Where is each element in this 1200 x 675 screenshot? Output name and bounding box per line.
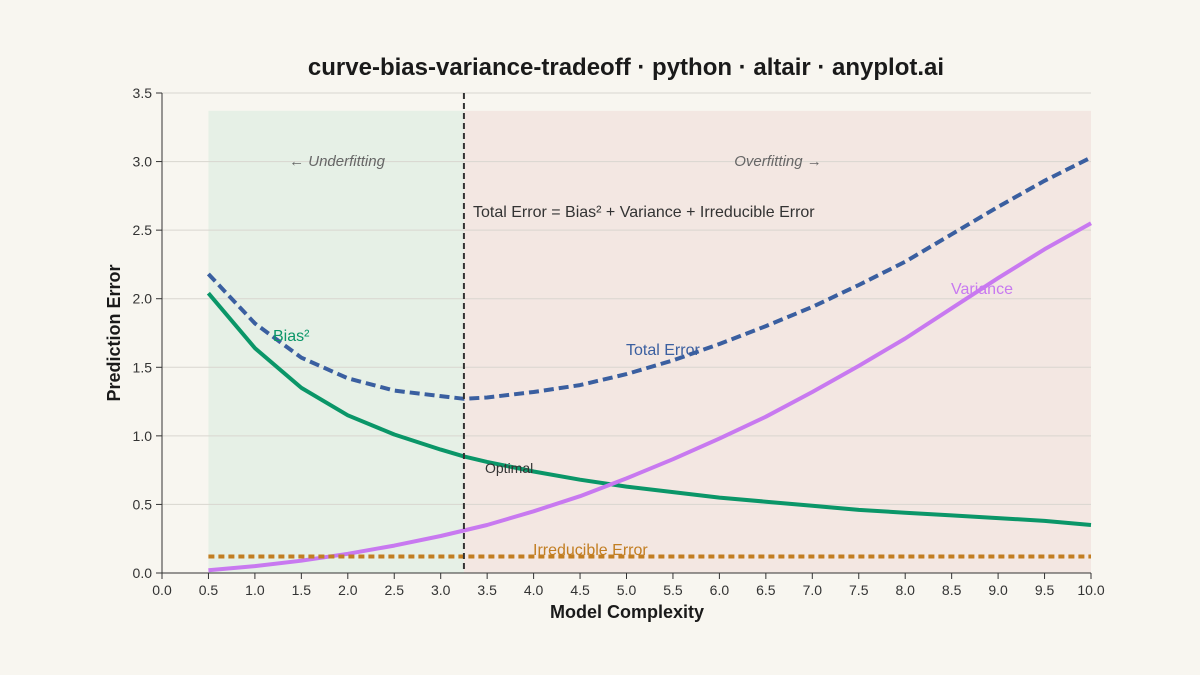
x-tick-label: 3.0: [431, 582, 451, 598]
x-tick-label: 4.5: [570, 582, 590, 598]
axes-layer: 0.0 0.5 1.0 1.5 2.0 2.5 3.0 3.5 0.0 0.5 1.0 1.5 2.0 2…: [133, 85, 1105, 598]
x-tick-label: 5.5: [663, 582, 683, 598]
x-tick-label: 3.5: [477, 582, 497, 598]
variance-series-label: Variance: [951, 281, 1013, 298]
x-tick-label: 4.0: [524, 582, 544, 598]
overfitting-region: [463, 110, 1091, 573]
x-tick-label: 10.0: [1077, 582, 1104, 598]
x-tick-label: 2.0: [338, 582, 358, 598]
x-tick-label: 6.0: [710, 582, 730, 598]
y-tick-label: 0.5: [133, 496, 153, 512]
x-tick-label: 6.5: [756, 582, 776, 598]
x-tick-label: 1.5: [292, 582, 312, 598]
formula-annotation: Total Error = Bias² + Variance + Irreduc…: [473, 204, 815, 221]
y-tick-label: 1.0: [133, 428, 153, 444]
regions-layer: [208, 110, 1091, 573]
y-tick-label: 1.5: [133, 359, 153, 375]
irreducible-series-label: Irreducible Error: [533, 542, 648, 559]
overfitting-label: Overfitting →: [734, 153, 822, 170]
underfitting-label: ← Underfitting: [289, 153, 386, 170]
y-axis-title: Prediction Error: [104, 264, 124, 401]
chart-title: curve-bias-variance-tradeoff · python · …: [308, 54, 944, 81]
total-error-series-label: Total Error: [626, 342, 700, 359]
x-tick-label: 0.5: [199, 582, 219, 598]
underfitting-region: [208, 110, 464, 573]
optimal-label: Optimal: [485, 460, 533, 476]
variance-line: [208, 221, 1092, 573]
bias-series-label: Bias²: [273, 328, 310, 345]
x-axis-title: Model Complexity: [550, 602, 704, 622]
x-tick-label: 7.0: [803, 582, 823, 598]
x-tick-label: 7.5: [849, 582, 869, 598]
y-tick-label: 2.0: [133, 291, 153, 307]
x-tick-label: 2.5: [385, 582, 405, 598]
x-tick-label: 8.0: [895, 582, 915, 598]
x-tick-label: 1.0: [245, 582, 265, 598]
x-tick-label: 0.0: [152, 582, 172, 598]
x-tick-label: 5.0: [617, 582, 637, 598]
bias-squared-line: [206, 291, 1092, 527]
x-tick-label: 8.5: [942, 582, 962, 598]
x-tick-label: 9.5: [1035, 582, 1055, 598]
total-error-line: [206, 155, 1092, 401]
y-tick-label: 0.0: [133, 565, 153, 581]
y-tick-label: 3.0: [133, 154, 153, 170]
grid-layer: [162, 92, 1091, 574]
y-tick-label: 3.5: [133, 85, 153, 101]
y-tick-label: 2.5: [133, 222, 153, 238]
series-layer: [206, 93, 1092, 573]
x-tick-label: 9.0: [988, 582, 1008, 598]
